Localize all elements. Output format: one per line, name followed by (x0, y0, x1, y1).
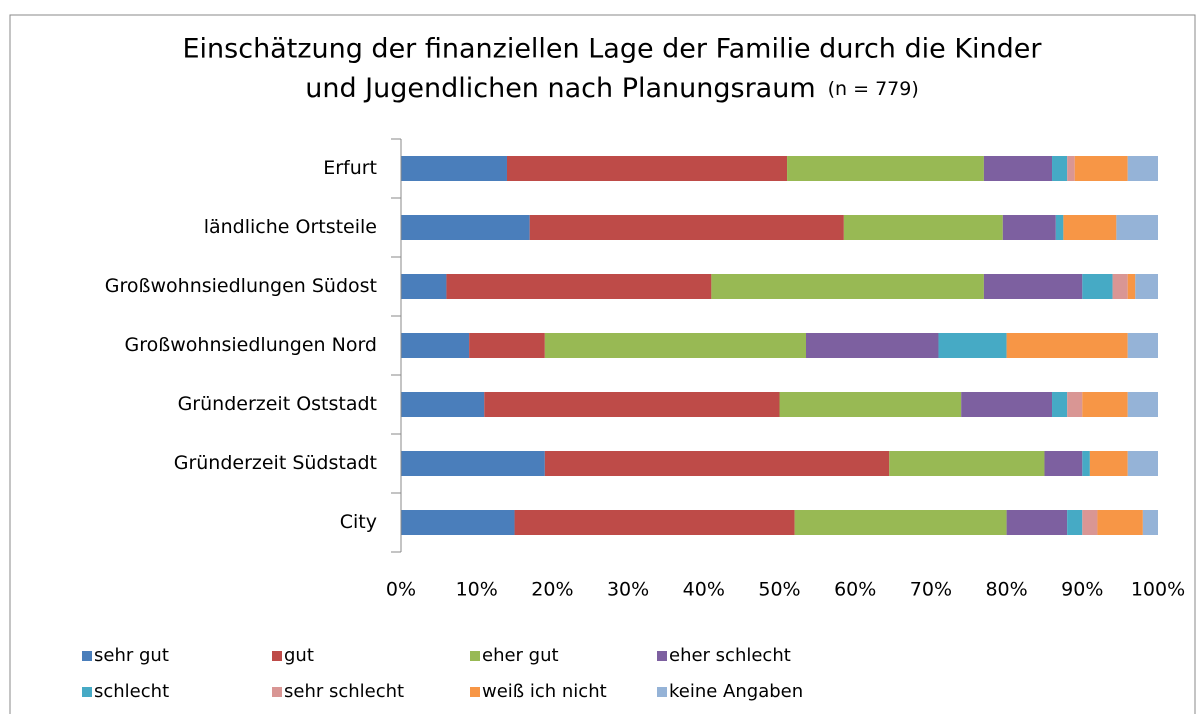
bar-segment (401, 215, 530, 240)
bar-segment (401, 392, 485, 417)
legend-swatch (470, 651, 480, 661)
bar-segment (1082, 451, 1090, 476)
chart-title: und Jugendlichen nach Planungsraum (n = 7… (305, 73, 919, 104)
bar-segment (506, 156, 788, 181)
legend-swatch (657, 651, 667, 661)
chart-subtitle: (n = 779) (828, 78, 919, 100)
bar-segment (711, 274, 984, 299)
x-tick-label: 60% (834, 579, 876, 601)
bar-segment (1044, 451, 1083, 476)
legend-swatch (82, 687, 92, 697)
bar-segment (1006, 333, 1128, 358)
bar-segment (1082, 510, 1098, 535)
bar-segment (1089, 451, 1128, 476)
bar-segment (1135, 274, 1158, 299)
y-tick-label: Gründerzeit Oststadt (178, 393, 377, 415)
bar-segment (794, 510, 1007, 535)
x-tick-label: 0% (386, 579, 416, 601)
legend-label: weiß ich nicht (482, 681, 607, 702)
x-tick-label: 70% (910, 579, 952, 601)
bar-segment (1067, 510, 1083, 535)
bar-segment (544, 451, 890, 476)
bar-segment (1006, 510, 1068, 535)
legend-label: sehr gut (94, 645, 169, 666)
bar-segment (469, 333, 545, 358)
bar-segment (1067, 156, 1075, 181)
x-tick-label: 20% (531, 579, 573, 601)
y-tick-label: Gründerzeit Südstadt (174, 452, 377, 474)
bar-segment (401, 274, 447, 299)
bar-segment (1116, 215, 1158, 240)
x-tick-label: 50% (758, 579, 800, 601)
bar-segment (843, 215, 1003, 240)
bar-segment (484, 392, 780, 417)
y-tick-label: Großwohnsiedlungen Südost (105, 275, 377, 297)
bar-segment (779, 392, 962, 417)
bar-segment (544, 333, 806, 358)
y-tick-label: Erfurt (323, 157, 377, 179)
bar-segment (1142, 510, 1158, 535)
bar-segment (805, 333, 939, 358)
y-tick-label: ländliche Ortsteile (204, 216, 377, 238)
chart-title-line: und Jugendlichen nach Planungsraum (305, 73, 815, 104)
bar-segment (1063, 215, 1117, 240)
legend-label: gut (284, 645, 314, 666)
chart-border (9, 14, 1196, 714)
bar-segment (1127, 451, 1158, 476)
bar-segment (1127, 392, 1158, 417)
legend-swatch (657, 687, 667, 697)
legend-swatch (470, 687, 480, 697)
bar-segment (1112, 274, 1128, 299)
x-tick-label: 10% (456, 579, 498, 601)
y-tick-label: Großwohnsiedlungen Nord (125, 334, 377, 356)
x-tick-label: 40% (683, 579, 725, 601)
bar-segment (529, 215, 844, 240)
legend-label: eher schlecht (669, 645, 791, 666)
legend-swatch (272, 651, 282, 661)
bar-segment (1097, 510, 1143, 535)
chart-title: Einschätzung der finanziellen Lage der F… (182, 34, 1042, 65)
bar-segment (401, 510, 515, 535)
bar-segment (1082, 274, 1113, 299)
bar-segment (787, 156, 984, 181)
bar-segment (401, 451, 545, 476)
bar-segment (446, 274, 712, 299)
bar-segment (401, 333, 470, 358)
x-tick-label: 90% (1061, 579, 1103, 601)
x-tick-label: 80% (985, 579, 1027, 601)
bar-segment (983, 274, 1083, 299)
bar-segment (1067, 392, 1083, 417)
x-tick-label: 30% (607, 579, 649, 601)
bar-segment (1127, 156, 1158, 181)
bar-segment (1055, 215, 1064, 240)
bar-segment (1074, 156, 1128, 181)
bar-segment (514, 510, 795, 535)
legend-swatch (82, 651, 92, 661)
legend-label: eher gut (482, 645, 559, 666)
bar-segment (961, 392, 1053, 417)
bar-segment (1082, 392, 1128, 417)
bar-segment (1052, 156, 1068, 181)
bar-segment (983, 156, 1053, 181)
x-tick-label: 100% (1131, 579, 1185, 601)
bar-segment (401, 156, 507, 181)
legend-swatch (272, 687, 282, 697)
bar-segment (1127, 333, 1158, 358)
bar-segment (1127, 274, 1136, 299)
bar-segment (1002, 215, 1056, 240)
y-tick-label: City (340, 511, 377, 533)
bar-segment (938, 333, 1007, 358)
legend-label: keine Angaben (669, 681, 803, 702)
bar-segment (889, 451, 1045, 476)
legend-label: sehr schlecht (284, 681, 404, 702)
bar-segment (1052, 392, 1068, 417)
legend-label: schlecht (94, 681, 169, 702)
